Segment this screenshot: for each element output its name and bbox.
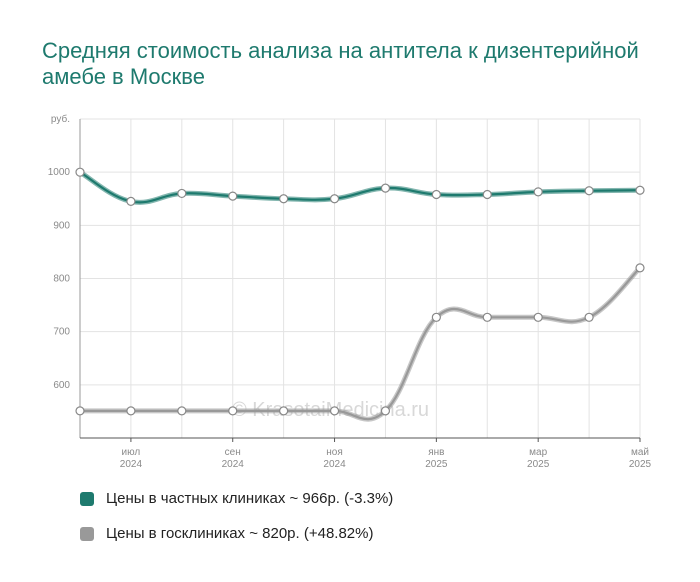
series-line-private — [78, 171, 642, 204]
data-point-private — [533, 187, 543, 197]
data-point-private — [482, 189, 492, 200]
data-point-private — [228, 191, 238, 201]
data-point-public — [431, 312, 441, 322]
x-tick-label-year: 2025 — [629, 459, 652, 470]
data-point-private — [177, 188, 187, 199]
x-tick-label-month: ноя — [326, 447, 343, 458]
legend-item-public[interactable]: Цены в госклиниках ~ 820р. (+48.82%) — [80, 525, 373, 542]
legend-swatch-public — [80, 526, 94, 541]
data-point-public — [584, 312, 594, 322]
y-tick-label: 600 — [53, 380, 70, 391]
data-point-public — [279, 406, 289, 416]
x-tick-label-year: 2025 — [425, 459, 448, 470]
data-point-public — [75, 406, 85, 416]
series-line-public-halo — [77, 265, 643, 422]
data-point-private — [279, 194, 289, 204]
legend-swatch-private — [80, 491, 94, 506]
data-point-public — [635, 263, 645, 273]
x-tick-label-year: 2024 — [323, 459, 346, 470]
grid — [79, 118, 641, 438]
data-point-private — [329, 194, 340, 204]
chart-title: Средняя стоимость анализа на антитела к … — [42, 38, 639, 89]
data-point-public — [228, 406, 238, 416]
x-tick-label-year: 2025 — [527, 459, 550, 470]
data-point-public — [329, 406, 340, 416]
y-tick-label: 700 — [53, 327, 70, 338]
data-point-public — [482, 312, 492, 322]
data-point-private — [380, 183, 391, 193]
legend-label-public: Цены в госклиниках ~ 820р. (+48.82%) — [106, 525, 374, 542]
series-line-public — [78, 266, 642, 421]
legend-label-private: Цены в частных клиниках ~ 966р. (-3.3%) — [106, 490, 394, 507]
y-tick-label: 1000 — [48, 167, 71, 178]
axes: 6007008009001000руб.июл2024сен2024ноя202… — [48, 113, 652, 470]
x-tick-label-year: 2024 — [222, 459, 245, 470]
x-tick-label-year: 2024 — [120, 459, 143, 470]
data-point-public — [126, 406, 136, 416]
data-point-public — [380, 406, 391, 416]
line-chart: 6007008009001000руб.июл2024сен2024ноя202… — [48, 113, 652, 470]
x-tick-label-month: сен — [225, 447, 241, 458]
data-point-private — [431, 189, 441, 200]
series-layer — [75, 167, 645, 422]
y-tick-label: 800 — [53, 274, 70, 285]
data-point-private — [584, 186, 594, 196]
legend-item-private[interactable]: Цены в частных клиниках ~ 966р. (-3.3%) — [80, 490, 393, 507]
data-point-public — [533, 312, 543, 322]
data-point-private — [126, 196, 136, 207]
data-point-public — [177, 406, 187, 416]
data-point-private — [635, 185, 645, 195]
x-tick-label-month: май — [631, 447, 649, 458]
data-point-private — [75, 167, 85, 177]
y-tick-label: 900 — [53, 220, 70, 231]
x-tick-label-month: янв — [428, 447, 444, 458]
x-tick-label-month: мар — [529, 447, 547, 458]
y-axis-unit: руб. — [51, 113, 70, 125]
x-tick-label-month: июл — [122, 447, 141, 458]
